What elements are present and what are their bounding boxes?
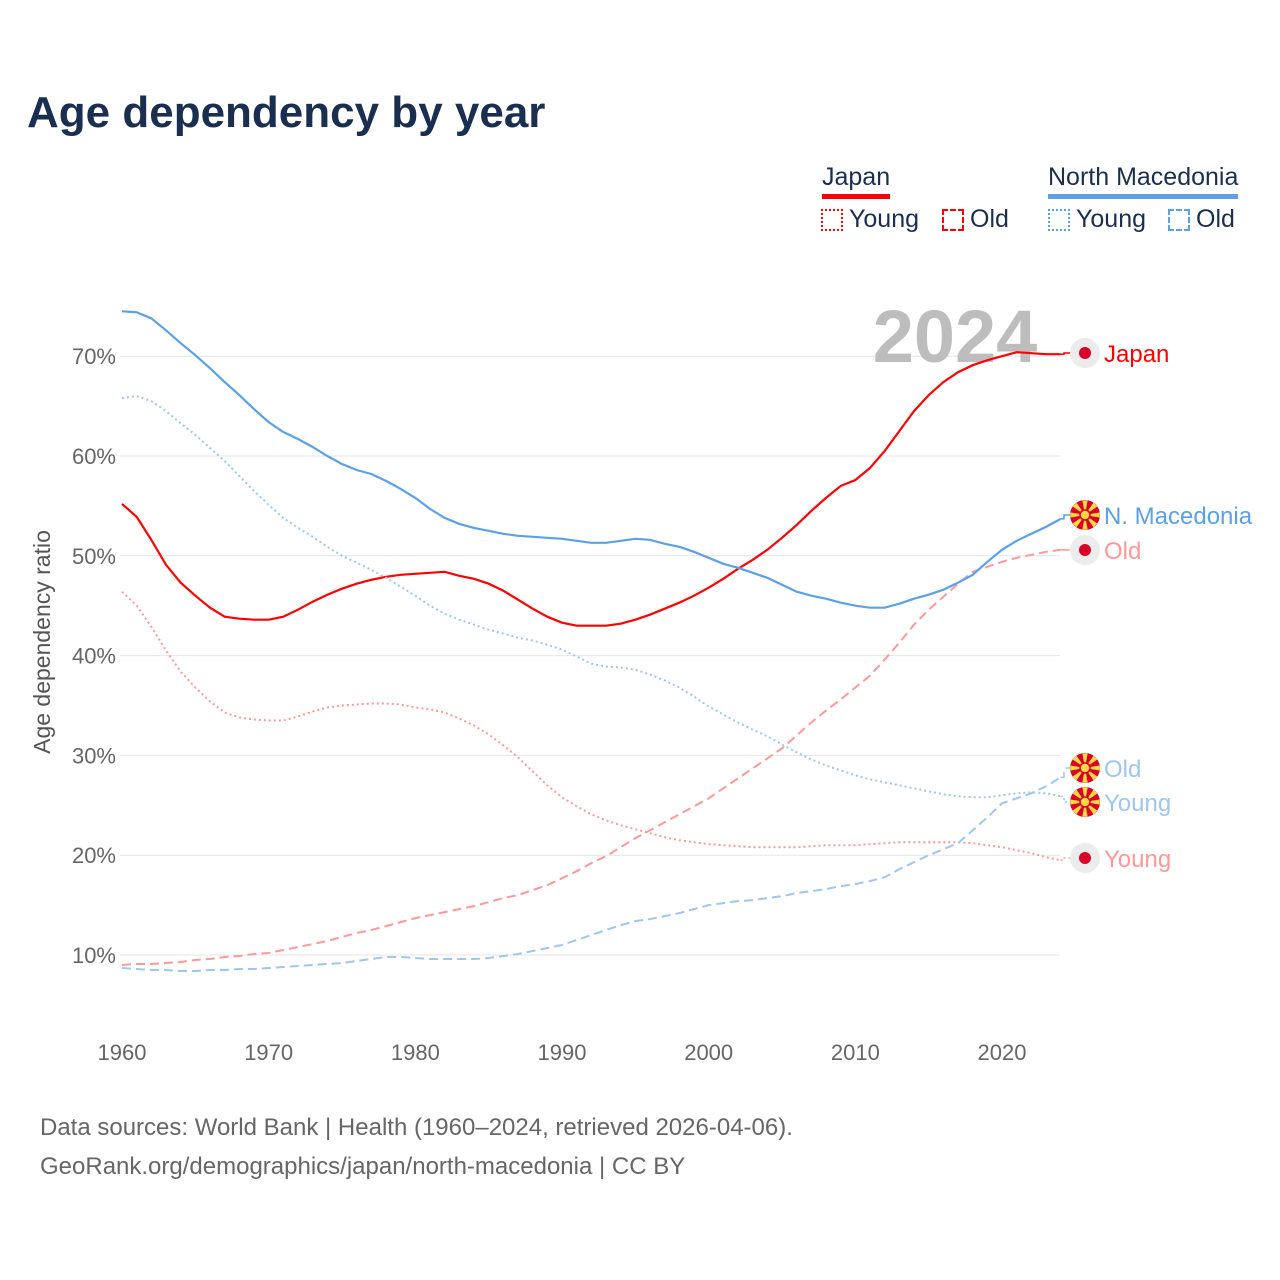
y-tick-label: 20% [72,843,116,868]
north-macedonia-flag-icon [1070,787,1100,817]
legend-macedonia-old: Old [1168,205,1235,234]
x-tick-label: 1980 [391,1040,440,1065]
connector-line [1060,857,1072,861]
y-axis-label: Age dependency ratio [29,530,55,754]
y-tick-label: 50% [72,544,116,569]
dashed-swatch-icon [942,208,964,231]
legend-japan-old: Old [942,205,1009,234]
end-label: Young [1104,790,1171,817]
japan-flag-icon [1070,535,1100,565]
dotted-swatch-icon [1048,208,1070,231]
series-line-japan-old [121,548,1061,966]
x-tick-label: 1970 [244,1040,293,1065]
legend-japan-header: Japan [822,163,891,199]
connector-line [1060,352,1072,355]
chart-title: Age dependency by year [27,88,546,137]
dotted-swatch-icon [821,208,843,231]
series-line-north-macedonia [121,310,1062,609]
x-tick-label: 2000 [684,1040,733,1065]
x-tick-label: 2010 [831,1040,880,1065]
legend-label: Old [970,205,1009,233]
connector-line [1060,767,1072,779]
end-label: Japan [1104,341,1169,368]
north-macedonia-flag-icon [1070,753,1100,783]
end-label: Young [1104,846,1171,873]
year-watermark: 2024 [873,295,1038,378]
x-tick-label: 2020 [978,1040,1027,1065]
x-tick-label: 1960 [98,1040,147,1065]
end-label: Old [1104,756,1141,783]
legend-macedonia-header: North Macedonia [1048,163,1239,199]
y-tick-label: 60% [72,444,116,469]
footer-source: Data sources: World Bank | Health (1960–… [40,1108,793,1186]
dashed-swatch-icon [1168,208,1190,231]
legend-japan-young: Young [821,205,919,234]
legend-label: Young [1076,205,1146,233]
series-line-north-macedonia-old [121,776,1062,972]
legend-label: Old [1196,205,1235,233]
footer-line2[interactable]: GeoRank.org/demographics/japan/north-mac… [40,1153,686,1180]
series-line-japan [121,351,1061,627]
connector-line [1060,514,1072,520]
north-macedonia-flag-icon [1070,500,1100,530]
footer-line1: Data sources: World Bank | Health (1960–… [40,1114,793,1141]
end-label: N. Macedonia [1104,503,1253,530]
series-line-japan-young [121,590,1061,862]
y-tick-label: 40% [72,644,116,669]
japan-flag-icon [1070,843,1100,873]
x-tick-label: 1990 [538,1040,587,1065]
connector-line [1060,795,1072,803]
y-tick-label: 70% [72,344,116,369]
legend-macedonia-young: Young [1048,205,1146,234]
y-tick-label: 30% [72,743,116,768]
y-tick-label: 10% [72,943,116,968]
end-label: Old [1104,538,1141,565]
series-line-north-macedonia-young [121,395,1061,799]
japan-flag-icon [1070,338,1100,368]
legend-label: Young [849,205,919,233]
